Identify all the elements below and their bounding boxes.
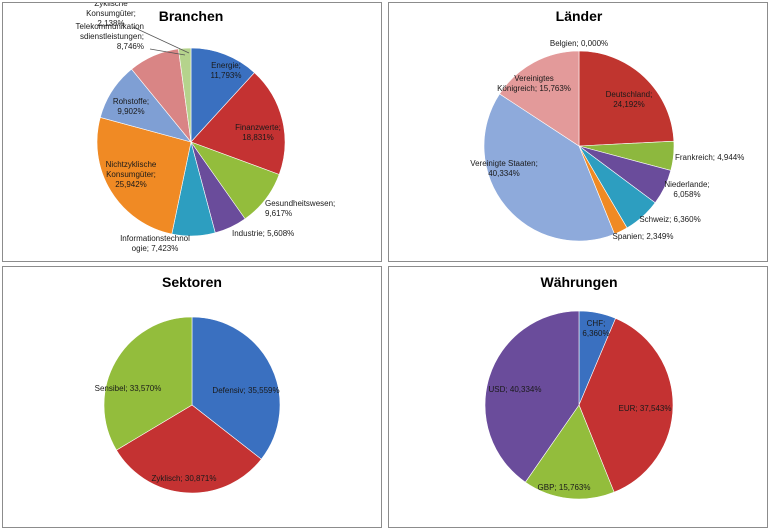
- chart-title: Sektoren: [162, 274, 222, 290]
- pie-slice-branchen-5: [96, 117, 192, 235]
- data-label-laender-6: Vereinigte Staaten; 40,334%: [470, 159, 538, 178]
- data-label-branchen-4: Informationstechnol ogie; 7,423%: [120, 234, 190, 253]
- data-label-sektoren-2: Sensibel; 33,570%: [95, 384, 162, 393]
- chart-panel-laender: Länder Belgien; 0,000% Deutschland; 24,192%…: [388, 2, 768, 262]
- pie-slice-branchen-8: [178, 47, 192, 143]
- pie-slice-branchen-0: [190, 47, 255, 143]
- data-label-laender-0: Belgien; 0,000%: [550, 39, 608, 48]
- data-label-sektoren-1: Zyklisch; 30,871%: [152, 474, 217, 483]
- data-label-laender-4: Schweiz; 6,360%: [639, 215, 700, 224]
- pie-slice-branchen-1: [190, 72, 286, 175]
- pie-slice-laender-7: [499, 50, 580, 147]
- chart-title: Länder: [556, 8, 603, 24]
- pie-slice-sektoren-1: [116, 404, 262, 494]
- chart-panel-branchen: Branchen Energie; 11,793% Finanzwerte; 18,83…: [2, 2, 382, 262]
- data-label-sektoren-0: Defensiv; 35,559%: [212, 386, 279, 395]
- chart-panel-waehrungen: Währungen CHF; 6,360% EUR; 37,543% GBP; 15,7…: [388, 266, 768, 528]
- pie-slice-waehrungen-1: [578, 318, 674, 493]
- data-label-branchen-6: Rohstoffe; 9,902%: [113, 97, 149, 116]
- pie-slice-waehrungen-3: [484, 310, 580, 483]
- data-label-branchen-2: Gesundheitswesen; 9,617%: [265, 199, 335, 218]
- data-label-laender-7: Vereinigtes Königreich; 15,763%: [497, 74, 571, 93]
- data-label-laender-3: Niederlande; 6,058%: [664, 180, 709, 199]
- pie-chart-waehrungen: Währungen CHF; 6,360% EUR; 37,543% GBP; 15,7…: [484, 274, 674, 500]
- pie-slice-sektoren-0: [191, 316, 281, 460]
- pie-slice-waehrungen-2: [524, 404, 615, 500]
- chart-title: Währungen: [541, 274, 618, 290]
- data-label-laender-5: Spanien; 2,349%: [613, 232, 674, 241]
- pie-slice-sektoren-2: [103, 316, 193, 451]
- leader-line: [149, 48, 186, 56]
- chart-panel-sektoren: Sektoren Defensiv; 35,559% Zyklisch; 30,87…: [2, 266, 382, 528]
- data-label-waehrungen-3: USD; 40,334%: [489, 385, 542, 394]
- data-label-laender-2: Frankreich; 4,944%: [675, 153, 744, 162]
- chart-title: Branchen: [159, 8, 224, 24]
- pie-chart-laender: Länder Belgien; 0,000% Deutschland; 24,192%…: [470, 8, 744, 242]
- data-label-laender-1: Deutschland; 24,192%: [606, 90, 653, 109]
- leader-line: [132, 26, 190, 54]
- pie-slice-laender-6: [483, 93, 615, 242]
- data-label-branchen-3: Industrie; 5,608%: [232, 229, 294, 238]
- data-label-branchen-0: Energie; 11,793%: [211, 61, 242, 80]
- pie-chart-branchen: Branchen Energie; 11,793% Finanzwerte; 18,83…: [76, 3, 336, 253]
- pie-chart-sektoren: Sektoren Defensiv; 35,559% Zyklisch; 30,87…: [95, 274, 281, 494]
- data-label-branchen-5: Nichtzyklische Konsumgüter; 25,942%: [106, 160, 157, 189]
- data-label-branchen-7: Telekommunikation sdienstleistungen; 8,746…: [76, 22, 144, 51]
- data-label-branchen-8: Zyklische Konsumgüter; 2,138%: [86, 3, 136, 28]
- data-label-waehrungen-2: GBP; 15,763%: [538, 483, 591, 492]
- data-label-waehrungen-0: CHF; 6,360%: [582, 319, 609, 338]
- pie-slice-laender-1: [578, 50, 675, 147]
- data-label-waehrungen-1: EUR; 37,543%: [619, 404, 672, 413]
- data-label-branchen-1: Finanzwerte; 18,831%: [235, 123, 281, 142]
